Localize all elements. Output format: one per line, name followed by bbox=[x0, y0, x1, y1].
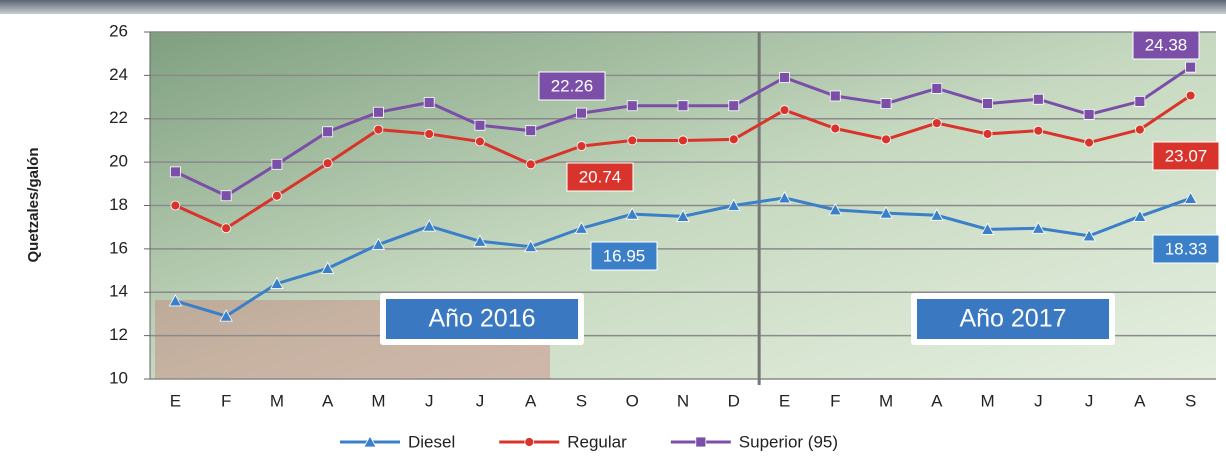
point bbox=[983, 129, 992, 138]
x-tick-label: E bbox=[170, 391, 181, 410]
x-tick-label: J bbox=[1085, 391, 1094, 410]
x-tick-label: F bbox=[221, 391, 231, 410]
point bbox=[882, 135, 891, 144]
annotation: Año 2016 bbox=[428, 305, 535, 333]
data-label: 24.38 bbox=[1145, 35, 1188, 54]
legend-label: Regular bbox=[567, 432, 627, 451]
point bbox=[170, 167, 180, 177]
point bbox=[831, 124, 840, 133]
y-tick-label: 20 bbox=[109, 152, 128, 171]
point bbox=[1033, 94, 1043, 104]
x-tick-label: J bbox=[476, 391, 485, 410]
point bbox=[323, 159, 332, 168]
x-tick-label: A bbox=[322, 391, 334, 410]
point bbox=[1085, 138, 1094, 147]
x-tick-label: F bbox=[830, 391, 840, 410]
x-tick-label: M bbox=[270, 391, 284, 410]
x-tick-label: A bbox=[1134, 391, 1146, 410]
point bbox=[171, 201, 180, 210]
point bbox=[881, 99, 891, 109]
point bbox=[1034, 126, 1043, 135]
data-label: 16.95 bbox=[603, 246, 646, 265]
y-tick-label: 16 bbox=[109, 238, 128, 257]
point bbox=[577, 142, 586, 151]
point bbox=[729, 101, 739, 111]
x-tick-label: N bbox=[677, 391, 689, 410]
y-tick-label: 26 bbox=[109, 21, 128, 40]
x-tick-label: J bbox=[1034, 391, 1043, 410]
y-tick-label: 24 bbox=[109, 65, 128, 84]
point bbox=[679, 136, 688, 145]
x-tick-label: S bbox=[576, 391, 587, 410]
point bbox=[780, 106, 789, 115]
point bbox=[526, 160, 535, 169]
x-tick-label: M bbox=[371, 391, 385, 410]
annotation: Año 2017 bbox=[959, 305, 1066, 333]
data-label: 22.26 bbox=[551, 76, 594, 95]
x-tick-label: A bbox=[525, 391, 537, 410]
point bbox=[475, 120, 485, 130]
legend-label: Diesel bbox=[408, 432, 455, 451]
point bbox=[627, 101, 637, 111]
x-tick-label: S bbox=[1185, 391, 1196, 410]
point bbox=[830, 91, 840, 101]
point bbox=[475, 137, 484, 146]
chart: Quetzales/galón 10 12 14 16 18 20 22 24 26 E F M A M J… bbox=[0, 0, 1226, 458]
point bbox=[932, 119, 941, 128]
x-tick-label: D bbox=[728, 391, 740, 410]
point bbox=[983, 99, 993, 109]
data-label: 18.33 bbox=[1165, 239, 1208, 258]
y-tick-label: 14 bbox=[109, 282, 128, 301]
point bbox=[222, 224, 231, 233]
legend-label: Superior (95) bbox=[739, 432, 838, 451]
point bbox=[373, 107, 383, 117]
y-tick-label: 10 bbox=[109, 368, 128, 387]
point bbox=[628, 136, 637, 145]
data-label: 23.07 bbox=[1165, 146, 1208, 165]
point bbox=[1186, 62, 1196, 72]
legend-marker bbox=[525, 438, 534, 447]
point bbox=[932, 83, 942, 93]
point bbox=[526, 126, 536, 136]
point bbox=[323, 127, 333, 137]
point bbox=[424, 97, 434, 107]
header-bar bbox=[0, 0, 1226, 14]
point bbox=[425, 129, 434, 138]
x-tick-label: E bbox=[779, 391, 790, 410]
x-tick-label: M bbox=[879, 391, 893, 410]
y-tick-label: 12 bbox=[109, 325, 128, 344]
point bbox=[1135, 125, 1144, 134]
x-tick-label: A bbox=[931, 391, 943, 410]
x-tick-label: O bbox=[626, 391, 639, 410]
y-tick-label: 22 bbox=[109, 108, 128, 127]
point bbox=[272, 159, 282, 169]
x-tick-label: J bbox=[425, 391, 434, 410]
y-tick-label: 18 bbox=[109, 195, 128, 214]
y-axis-label: Quetzales/galón bbox=[25, 147, 42, 262]
x-tick-label: M bbox=[980, 391, 994, 410]
point bbox=[729, 135, 738, 144]
point bbox=[272, 191, 281, 200]
point bbox=[576, 108, 586, 118]
point bbox=[374, 125, 383, 134]
point bbox=[780, 73, 790, 83]
point bbox=[1186, 91, 1195, 100]
legend-marker bbox=[696, 437, 706, 447]
point bbox=[221, 191, 231, 201]
data-label: 20.74 bbox=[579, 167, 622, 186]
point bbox=[1084, 109, 1094, 119]
point bbox=[1135, 96, 1145, 106]
point bbox=[678, 101, 688, 111]
